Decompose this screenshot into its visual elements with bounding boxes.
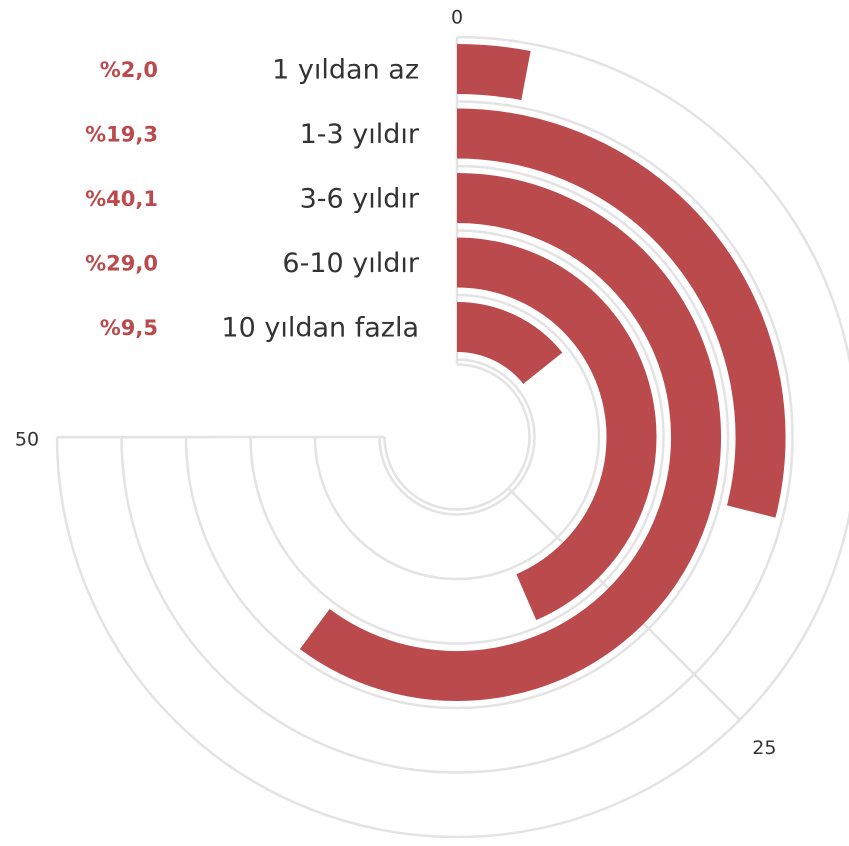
bar: [456, 44, 531, 101]
value-label: %2,0: [100, 58, 158, 82]
category-label: 1-3 yıldır: [300, 119, 420, 150]
grid: [55, 35, 849, 839]
value-label: %29,0: [85, 252, 158, 276]
bar: [299, 173, 721, 701]
category-label: 10 yıldan fazla: [221, 313, 419, 344]
grid-arc: [383, 363, 531, 511]
value-label: %40,1: [85, 187, 158, 211]
tick-label: 50: [15, 429, 39, 451]
value-label: %9,5: [100, 316, 158, 340]
labels: 0 25 50 1 yıldan az %2,0 1-3 yıldır %19,3 3-6 y…: [15, 7, 777, 759]
category-label: 6-10 yıldır: [282, 248, 419, 279]
category-label: 3-6 yıldır: [300, 184, 420, 215]
value-label: %19,3: [85, 123, 158, 147]
bar: [456, 302, 563, 385]
tick-label: 25: [752, 737, 776, 759]
bars: [299, 44, 786, 701]
bar: [456, 237, 657, 621]
category-label: 1 yıldan az: [272, 55, 419, 86]
tick-label: 0: [451, 7, 463, 29]
bar: [456, 108, 786, 518]
